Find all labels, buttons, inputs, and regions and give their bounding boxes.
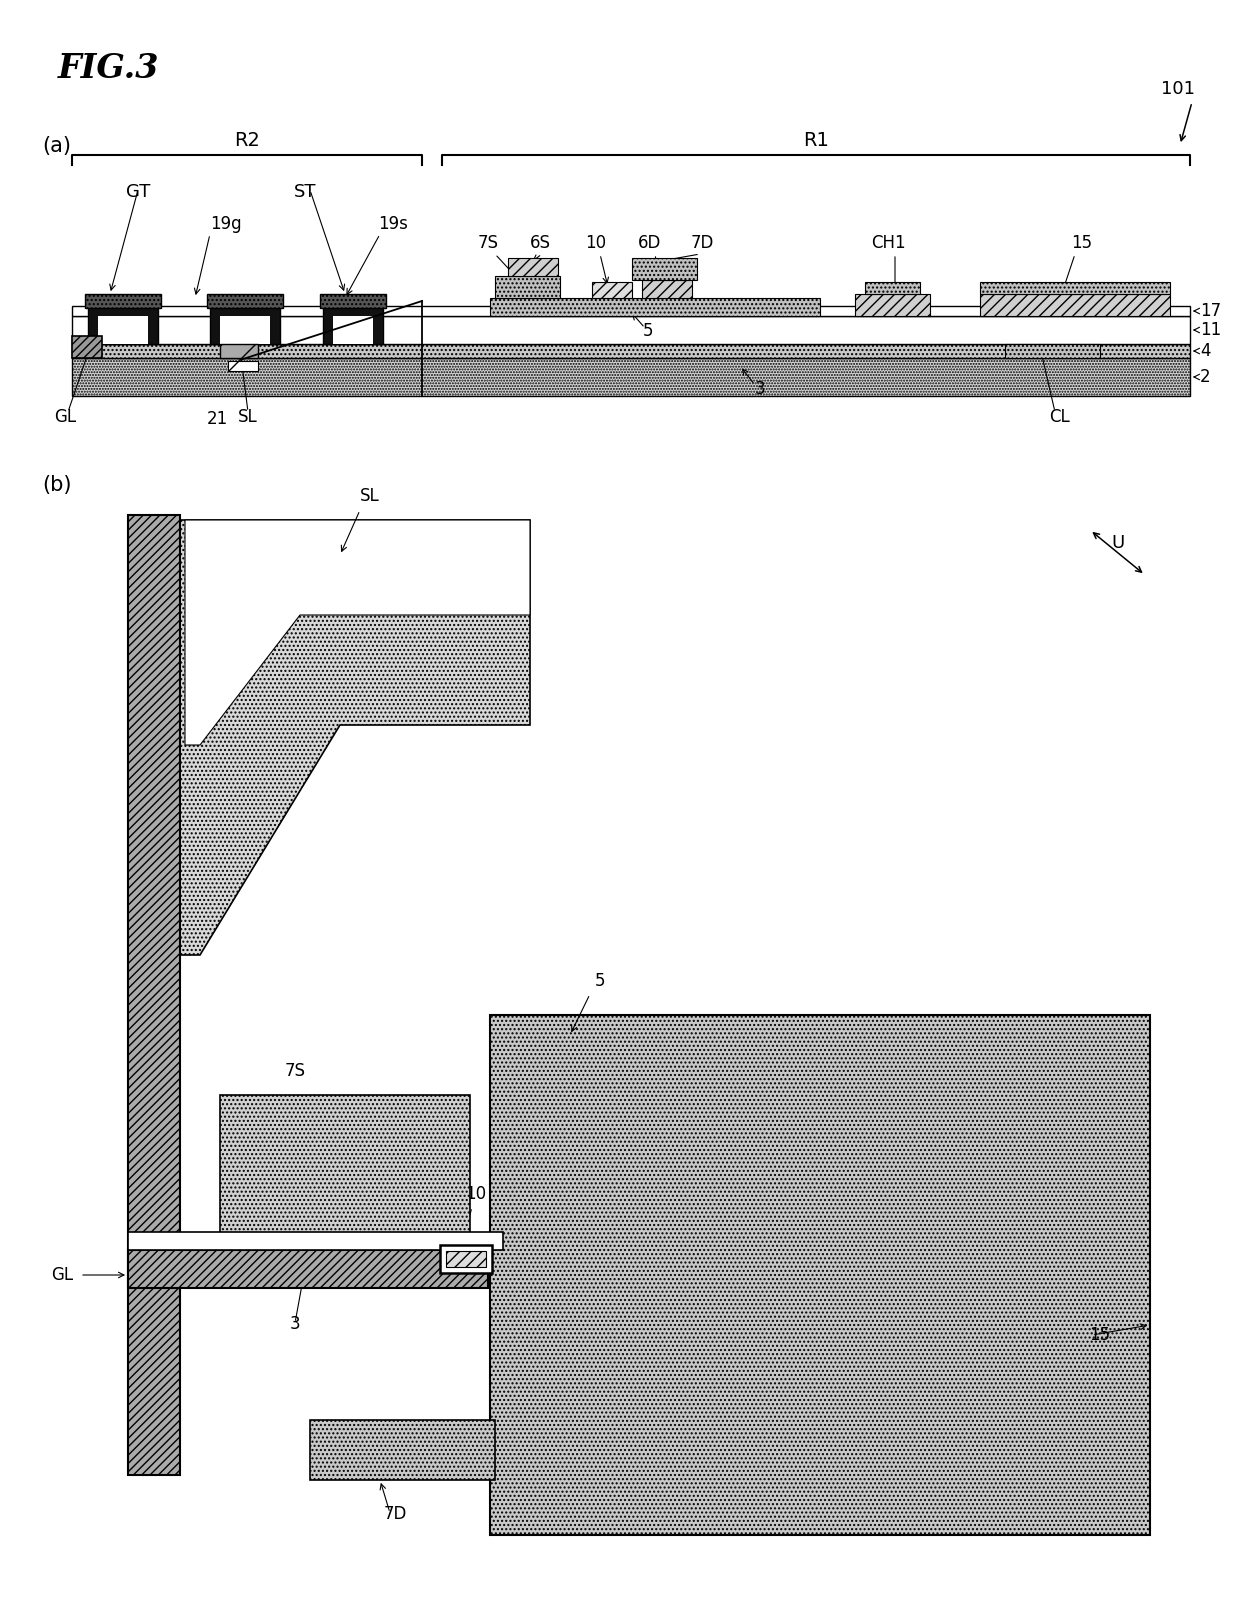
Bar [642, 280, 692, 297]
Bar [1004, 344, 1100, 358]
Text: SL: SL [360, 487, 379, 505]
Bar [440, 1245, 492, 1273]
Bar [856, 294, 930, 317]
Text: 10: 10 [465, 1184, 486, 1204]
Text: 7S: 7S [477, 235, 498, 252]
Bar [128, 1250, 489, 1287]
Bar [632, 259, 697, 280]
Bar [322, 305, 383, 344]
Bar [508, 259, 558, 276]
Text: GL: GL [53, 408, 76, 426]
Bar [207, 294, 283, 309]
Text: CH1: CH1 [870, 235, 905, 252]
Bar [210, 305, 280, 344]
Text: GL: GL [51, 1266, 73, 1284]
Text: 101: 101 [1161, 80, 1195, 98]
Text: SL: SL [238, 408, 258, 426]
Bar [219, 317, 270, 344]
Bar [88, 305, 157, 344]
Bar [320, 294, 386, 309]
Text: 15: 15 [1071, 235, 1092, 252]
Bar [72, 305, 1190, 317]
Bar [980, 281, 1171, 294]
Text: (b): (b) [42, 476, 72, 495]
Text: 3: 3 [755, 379, 765, 399]
Text: 6D: 6D [639, 235, 662, 252]
Bar [72, 344, 1190, 358]
Bar [334, 317, 373, 344]
Text: 7S: 7S [284, 1062, 305, 1080]
Text: CL: CL [1049, 408, 1070, 426]
Text: R2: R2 [234, 132, 260, 149]
Text: FIG.3: FIG.3 [58, 51, 160, 85]
Bar [866, 281, 920, 294]
Text: 3: 3 [290, 1315, 300, 1332]
Bar [980, 294, 1171, 317]
Text: 10: 10 [585, 235, 606, 252]
Text: 17: 17 [1200, 302, 1221, 320]
Text: 21: 21 [207, 410, 228, 427]
Bar [72, 336, 102, 358]
Text: 5: 5 [595, 972, 605, 990]
Text: 7D: 7D [383, 1506, 407, 1523]
Bar [98, 317, 148, 344]
Text: 15: 15 [1090, 1326, 1111, 1343]
Text: U: U [1111, 534, 1125, 551]
Bar [490, 297, 820, 317]
Text: 19g: 19g [210, 215, 242, 233]
Bar [219, 1094, 470, 1245]
Polygon shape [135, 521, 529, 955]
Bar [446, 1250, 486, 1266]
Text: R1: R1 [804, 132, 828, 149]
Bar [495, 276, 560, 297]
Bar [310, 1421, 495, 1480]
Bar [86, 294, 161, 309]
Text: ST: ST [294, 183, 316, 201]
Text: 4: 4 [1200, 342, 1210, 360]
Text: 19s: 19s [378, 215, 408, 233]
Text: 2: 2 [1200, 368, 1210, 386]
Text: 11: 11 [1200, 321, 1221, 339]
Bar [128, 514, 180, 1475]
Polygon shape [185, 521, 529, 746]
Bar [591, 281, 632, 297]
Bar [72, 317, 1190, 344]
Bar [219, 344, 258, 358]
Text: GT: GT [125, 183, 150, 201]
Bar [128, 1233, 503, 1250]
Bar [490, 1016, 1149, 1535]
Bar [72, 358, 1190, 395]
Text: 6S: 6S [529, 235, 551, 252]
Text: 5: 5 [642, 321, 653, 341]
Text: (a): (a) [42, 137, 71, 156]
Bar [228, 362, 258, 371]
Text: 7D: 7D [691, 235, 714, 252]
